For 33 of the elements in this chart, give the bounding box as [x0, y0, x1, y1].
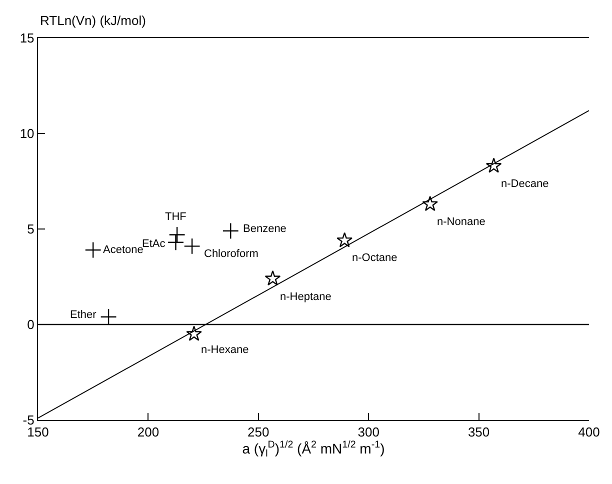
y-tick-label: 0: [27, 317, 34, 332]
x-tick-label: 200: [137, 424, 160, 440]
annotation: n-Heptane: [280, 291, 332, 303]
annotation: n-Hexane: [201, 344, 249, 356]
point: [167, 234, 184, 251]
x-tick-label: 250: [248, 424, 270, 440]
text: a (γ$_{l}$$^{D}$)$^{1/2}$ (Å$^{2}$ mN$^{1/2}$ m$^{-1}$): [242, 440, 385, 460]
annotation: n-Octane: [352, 252, 398, 264]
point: [186, 326, 202, 341]
y-tick-label: 5: [27, 222, 34, 237]
annotation: EtAc: [142, 238, 166, 250]
x-tick-label: 300: [358, 424, 380, 440]
point: [84, 242, 102, 258]
y-tick-label: 10: [20, 126, 34, 142]
point: [100, 308, 117, 326]
annotation: Chloroform: [204, 248, 258, 260]
x-tick-label: 400: [578, 424, 600, 440]
point: [264, 270, 281, 286]
annotation: n-Decane: [501, 178, 549, 190]
annotation: Acetone: [103, 244, 144, 256]
point: [168, 226, 186, 244]
point: [486, 158, 502, 173]
annotation: THF: [165, 211, 187, 223]
annotation: Ether: [70, 309, 97, 321]
point: [222, 222, 239, 240]
y-tick-label: 15: [20, 30, 34, 46]
point: [422, 196, 438, 211]
y-axis-title: RTLn(Vn) (kJ/mol): [40, 13, 146, 28]
annotation: n-Nonane: [437, 216, 486, 228]
point: [184, 238, 200, 254]
point: [336, 232, 352, 248]
x-tick-label: 350: [468, 424, 490, 440]
annotation: Benzene: [243, 223, 286, 235]
